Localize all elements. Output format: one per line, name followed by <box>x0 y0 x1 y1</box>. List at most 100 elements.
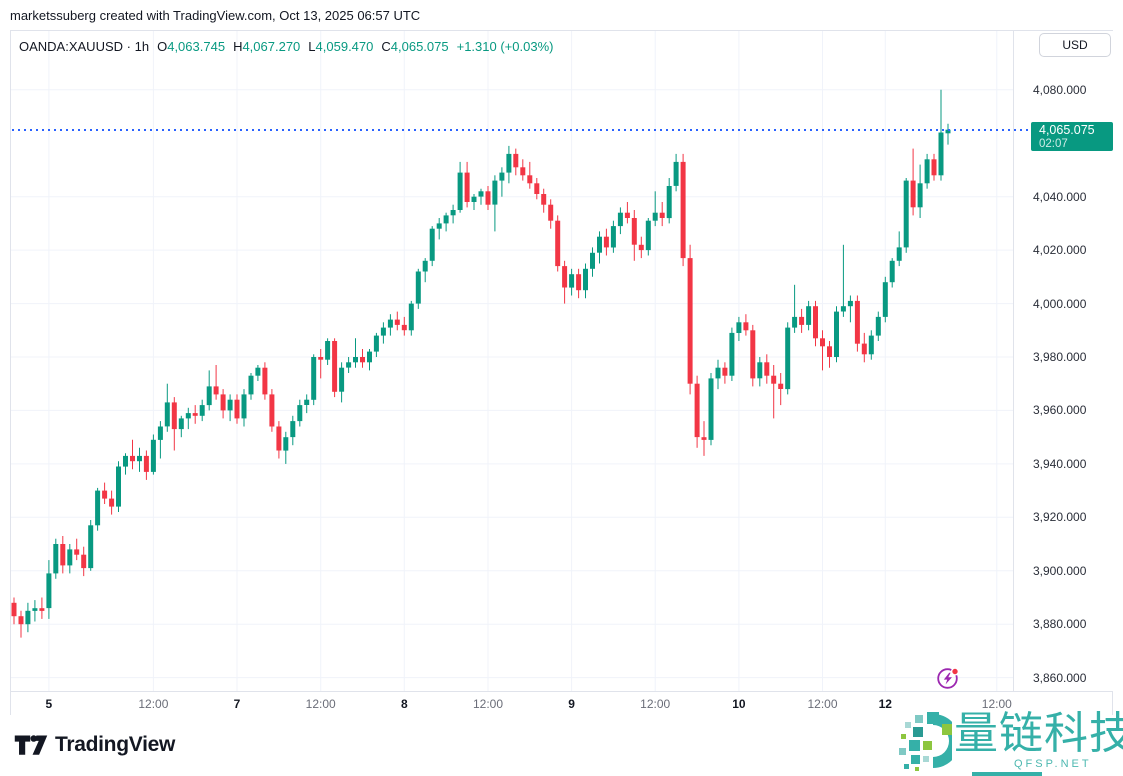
candle-body <box>736 322 742 333</box>
candle-body <box>527 175 533 184</box>
candle-body <box>708 378 714 440</box>
candle-body <box>799 316 805 325</box>
candle-body <box>304 399 310 405</box>
legend-symbol[interactable]: OANDA:XAUUSD · 1h <box>19 39 150 54</box>
candle-body <box>53 544 59 574</box>
time-tick-label: 12:00 <box>981 697 1012 711</box>
currency-button[interactable]: USD <box>1039 33 1111 57</box>
candle-body <box>806 306 812 325</box>
candle-body <box>220 394 226 411</box>
price-tick-label: 3,980.000 <box>1033 350 1087 364</box>
candle-body <box>687 258 693 384</box>
candle-body <box>157 426 163 440</box>
last-price-badge: 4,065.075 02:07 <box>1031 122 1113 151</box>
candle-body <box>931 159 937 176</box>
price-tick-label: 3,880.000 <box>1033 617 1087 632</box>
candle-body <box>569 274 575 288</box>
time-tick-label: 12:00 <box>472 697 504 711</box>
candle-body <box>74 549 80 555</box>
chart-canvas[interactable] <box>11 31 1013 691</box>
candle-body <box>555 220 561 267</box>
candle-body <box>248 375 254 395</box>
candle-body <box>241 394 247 419</box>
price-tick-label: 3,940.000 <box>1033 456 1087 471</box>
candle-body <box>617 212 623 227</box>
candle-body <box>910 180 916 208</box>
time-tick-label: 5 <box>45 697 53 711</box>
last-price-value: 4,065.075 <box>1039 123 1095 137</box>
candle-body <box>548 204 554 221</box>
candle-body <box>520 167 526 176</box>
candle-body <box>889 260 895 283</box>
candle-body <box>401 324 407 331</box>
mosaic-circle-logo-icon <box>899 712 960 771</box>
candle-body <box>624 212 630 218</box>
candle-body <box>757 362 763 379</box>
candle-body <box>645 220 651 251</box>
price-tick-label: 3,920.000 <box>1033 510 1087 525</box>
candle-body <box>67 549 73 566</box>
tradingview-logo[interactable]: TradingView <box>14 733 175 757</box>
candle-body <box>436 223 442 229</box>
candle-body <box>506 153 512 173</box>
chart-widget: OANDA:XAUUSD · 1h O4,063.745 H4,067.270 … <box>10 30 1114 715</box>
candle-body <box>638 244 644 251</box>
candle-body <box>199 405 205 416</box>
candle-body <box>283 437 289 451</box>
candle-body <box>652 212 658 221</box>
candle-body <box>325 341 331 360</box>
price-axis[interactable]: USD 4,065.075 02:07 4,080.000 4,040.000 4,… <box>1013 31 1114 691</box>
candle-body <box>422 260 428 272</box>
candle-body <box>227 399 233 411</box>
candle-body <box>631 218 637 245</box>
candle-body <box>478 191 484 197</box>
candle-body <box>471 196 477 202</box>
candle-body <box>262 367 268 395</box>
candle-body <box>32 608 38 611</box>
candle-body <box>443 215 449 224</box>
candle-body <box>123 455 128 467</box>
candle-body <box>457 172 463 210</box>
candle-body <box>854 300 860 344</box>
candle-body <box>102 490 108 499</box>
chart-pane[interactable]: OANDA:XAUUSD · 1h O4,063.745 H4,067.270 … <box>11 31 1013 691</box>
price-tick-label: 4,020.000 <box>1033 243 1087 258</box>
candle-body <box>847 300 853 307</box>
legend-separator: · <box>126 39 131 54</box>
candle-body <box>499 172 505 181</box>
candle-body <box>367 351 372 363</box>
candle-body <box>137 455 142 462</box>
candle-body <box>234 399 240 419</box>
time-tick-label: 12:00 <box>640 697 671 711</box>
ohlc-close: C4,065.075 <box>381 39 449 54</box>
candle-body <box>694 383 700 438</box>
candle-body <box>192 413 198 416</box>
candle-body <box>394 319 400 325</box>
bar-countdown: 02:07 <box>1039 138 1068 150</box>
candle-body <box>792 316 798 328</box>
candle-body <box>764 362 770 376</box>
flash-icon[interactable] <box>936 666 960 690</box>
candle-body <box>318 357 324 360</box>
time-axis[interactable]: 5 12:00 7 12:00 8 12:00 9 12:00 10 12:00 12 12:00 <box>11 691 1112 715</box>
candle-body <box>346 362 352 368</box>
candle-body <box>185 413 191 419</box>
candle-body <box>150 439 156 472</box>
candle-body <box>213 386 219 395</box>
time-tick-label: 12:00 <box>807 697 838 711</box>
candle-body <box>583 268 588 291</box>
candle-body <box>882 282 888 317</box>
candle-body <box>610 226 616 248</box>
candle-body <box>25 610 31 625</box>
candle-body <box>339 367 345 392</box>
candle-body <box>813 306 818 339</box>
candle-body <box>666 186 672 219</box>
candle-body <box>659 212 665 218</box>
candle-body <box>834 311 839 357</box>
candle-body <box>875 316 881 336</box>
candle-body <box>380 327 386 336</box>
candle-body <box>269 394 275 427</box>
legend-interval[interactable]: 1h <box>134 39 150 54</box>
candle-body <box>492 180 498 205</box>
candle-body <box>534 183 540 194</box>
